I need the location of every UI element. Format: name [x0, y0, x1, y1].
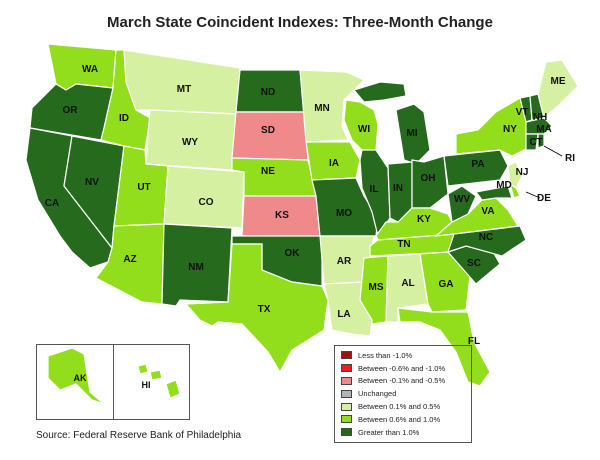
state-label-ia: IA	[329, 158, 339, 169]
legend-label: Between -0.1% and -0.5%	[358, 376, 446, 386]
state-label-ky: KY	[417, 214, 431, 225]
state-label-pa: PA	[471, 159, 484, 170]
state-label-sd: SD	[261, 125, 275, 136]
state-label-fl: FL	[468, 336, 480, 347]
state-label-ga: GA	[439, 279, 454, 290]
state-label-sc: SC	[467, 258, 481, 269]
state-label-co: CO	[199, 197, 214, 208]
state-label-md: MD	[496, 180, 512, 191]
state-label-mo: MO	[336, 208, 352, 219]
state-label-ca: CA	[45, 198, 59, 209]
state-hi	[137, 363, 181, 399]
state-ct	[525, 133, 539, 151]
legend: Less than -1.0% Between -0.6% and -1.0% Be…	[334, 345, 472, 443]
state-tx	[184, 243, 329, 374]
legend-item-neg01_neg05: Between -0.1% and -0.5%	[341, 375, 471, 388]
legend-swatch	[341, 415, 352, 424]
inset-divider	[113, 344, 114, 420]
legend-swatch	[341, 402, 352, 411]
state-me	[537, 59, 579, 120]
state-label-vt: VT	[516, 107, 529, 118]
state-label-nh: NH	[533, 112, 547, 123]
state-label-wv: WV	[454, 194, 470, 205]
legend-swatch	[341, 364, 352, 373]
state-label-ma: MA	[536, 124, 552, 135]
legend-swatch	[341, 389, 352, 398]
state-ia	[305, 141, 361, 181]
state-nj	[507, 161, 523, 189]
state-label-mi: MI	[406, 128, 417, 139]
state-label-az: AZ	[123, 254, 136, 265]
state-label-va: VA	[481, 206, 494, 217]
state-label-nd: ND	[261, 87, 275, 98]
map-title: March State Coincident Indexes: Three-Mo…	[107, 14, 493, 31]
legend-label: Between -0.6% and -1.0%	[358, 363, 446, 373]
state-label-il: IL	[370, 184, 379, 195]
state-label-nj: NJ	[516, 167, 529, 178]
state-label-ut: UT	[137, 182, 150, 193]
state-label-ct: CT	[529, 137, 542, 148]
state-label-or: OR	[63, 105, 79, 116]
state-label-la: LA	[337, 309, 350, 320]
state-label-ny: NY	[503, 124, 517, 135]
state-label-nc: NC	[479, 232, 493, 243]
state-sd	[231, 111, 309, 161]
state-label-ks: KS	[275, 210, 289, 221]
legend-item-lt_neg1: Less than -1.0%	[341, 349, 471, 362]
legend-label: Less than -1.0%	[358, 350, 413, 360]
state-nm	[161, 223, 233, 307]
state-label-wa: WA	[82, 64, 98, 75]
state-label-wi: WI	[358, 124, 370, 135]
state-mi	[352, 81, 431, 165]
legend-swatch	[341, 351, 352, 360]
ri-leader-line	[543, 145, 563, 157]
legend-label: Between 0.6% and 1.0%	[358, 414, 441, 424]
state-label-al: AL	[401, 278, 414, 289]
state-label-hi: HI	[142, 380, 151, 390]
state-nc	[447, 225, 527, 257]
state-labels: WA OR CA NV ID MT WY UT AZ CO NM ND SD NE KS OK TX MN IA MO…	[45, 64, 575, 390]
legend-item-gt1: Greater than 1.0%	[341, 426, 471, 439]
state-label-mn: MN	[314, 103, 330, 114]
legend-swatch	[341, 428, 352, 437]
state-label-mt: MT	[177, 84, 191, 95]
state-wv	[447, 185, 477, 223]
source-note: Source: Federal Reserve Bank of Philadel…	[36, 430, 242, 441]
leader-lines	[525, 145, 563, 199]
state-de	[508, 182, 521, 199]
state-label-oh: OH	[421, 173, 436, 184]
state-label-ne: NE	[261, 166, 275, 177]
legend-label: Greater than 1.0%	[358, 427, 420, 437]
state-mt	[123, 49, 241, 115]
state-label-nv: NV	[85, 177, 99, 188]
state-label-me: ME	[551, 76, 566, 87]
state-label-ar: AR	[337, 256, 352, 267]
legend-swatch	[341, 376, 352, 385]
state-md	[474, 185, 513, 201]
de-leader-line	[525, 191, 541, 199]
state-label-tx: TX	[258, 304, 271, 315]
state-label-ak: AK	[74, 373, 87, 383]
legend-item-p01_p05: Between 0.1% and 0.5%	[341, 400, 471, 413]
legend-label: Unchanged	[358, 389, 397, 399]
state-fl	[397, 307, 491, 387]
state-label-in: IN	[393, 183, 403, 194]
state-label-tn: TN	[397, 239, 410, 250]
legend-item-unchanged: Unchanged	[341, 387, 471, 400]
legend-label: Between 0.1% and 0.5%	[358, 402, 441, 412]
state-label-ok: OK	[285, 248, 301, 259]
state-label-nm: NM	[188, 262, 204, 273]
legend-item-neg08_neg1: Between -0.6% and -1.0%	[341, 362, 471, 375]
state-label-ri: RI	[565, 153, 575, 164]
state-label-ms: MS	[369, 282, 384, 293]
states-layer	[25, 43, 579, 405]
state-ma	[525, 117, 553, 135]
state-ne	[231, 157, 317, 197]
state-label-de: DE	[537, 193, 551, 204]
state-label-wy: WY	[182, 137, 198, 148]
state-ak	[47, 347, 105, 405]
legend-item-p06_p1: Between 0.6% and 1.0%	[341, 413, 471, 426]
state-label-id: ID	[119, 113, 129, 124]
